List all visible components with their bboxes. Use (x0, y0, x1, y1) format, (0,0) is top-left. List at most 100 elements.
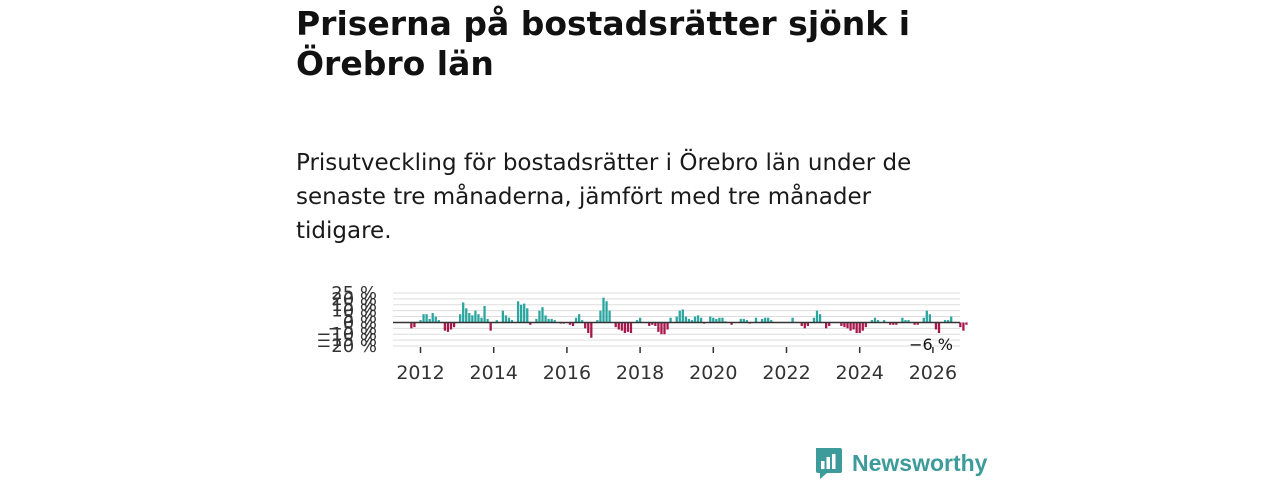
brand-name: Newsworthy (852, 449, 988, 476)
bar (681, 309, 684, 323)
bar (962, 322, 965, 331)
bar (699, 317, 703, 323)
bar (486, 318, 489, 323)
bar (510, 320, 514, 323)
bar (434, 316, 437, 323)
bar (529, 322, 532, 325)
bar (950, 316, 953, 323)
bar (443, 322, 447, 331)
y-tick-label: −5 % (328, 318, 377, 339)
x-tick-label: 2018 (616, 362, 664, 384)
bar (626, 322, 630, 332)
page-title: Priserna på bostadsrätter sjönk i Örebro… (296, 4, 911, 83)
y-tick-label: 0 % (343, 312, 377, 333)
bar (446, 322, 450, 332)
y-axis: 25 %20 %15 %10 %5 %0 %−5 %−10 %−15 %−20 … (316, 283, 377, 357)
bar (462, 302, 465, 323)
bar (873, 317, 877, 323)
bar (959, 322, 962, 328)
bar (428, 318, 431, 323)
bar (730, 322, 733, 325)
bar (541, 307, 544, 323)
bar (818, 314, 822, 323)
x-tick-label: 2020 (689, 362, 737, 384)
bar (431, 313, 434, 323)
bar (501, 310, 504, 323)
bar (855, 322, 858, 334)
y-tick-label: 25 % (331, 283, 377, 304)
bar (602, 297, 605, 323)
bar (535, 318, 538, 323)
brand-logo[interactable]: Newsworthy (814, 446, 987, 480)
bar (596, 320, 599, 323)
bar (489, 322, 492, 331)
bar (745, 320, 748, 323)
bar (913, 322, 916, 325)
x-tick-label: 2026 (909, 362, 957, 384)
bar (852, 322, 855, 330)
bar (648, 322, 651, 326)
newsworthy-chart-icon (816, 448, 842, 479)
bar (687, 318, 691, 323)
bar (907, 320, 910, 323)
bar (825, 322, 828, 329)
bar (806, 322, 809, 326)
bar (739, 318, 742, 323)
x-tick-label: 2016 (543, 362, 591, 384)
bar (742, 318, 745, 323)
bar (693, 316, 697, 323)
bar (547, 318, 550, 323)
bar (965, 322, 968, 325)
bar (574, 317, 578, 323)
bar (635, 320, 639, 323)
y-tick-label: −15 % (316, 330, 377, 351)
bar (620, 322, 623, 331)
bar (828, 322, 831, 326)
bar (770, 320, 773, 323)
bar (925, 310, 928, 323)
bar (690, 320, 694, 323)
bar (568, 322, 572, 325)
bar (623, 322, 626, 334)
bar (608, 310, 611, 323)
bar (943, 320, 947, 323)
bar (577, 314, 581, 323)
bar (581, 320, 584, 323)
bar (901, 317, 904, 323)
bar (815, 310, 819, 323)
bar (587, 322, 590, 334)
bar (599, 310, 602, 323)
bar (840, 322, 843, 326)
x-tick-label: 2024 (836, 362, 884, 384)
bar (904, 320, 907, 323)
bar (459, 314, 462, 323)
bar (660, 322, 663, 335)
bar (858, 322, 861, 334)
bar (861, 322, 864, 331)
bar (718, 317, 721, 323)
bar (928, 314, 931, 323)
x-axis: 2012 2014 2016 2018 2020 2022 2024 2026 (396, 347, 957, 384)
bar (422, 314, 425, 323)
bar (812, 317, 816, 323)
bar (934, 322, 938, 330)
bar (413, 322, 416, 328)
bar (480, 317, 483, 323)
bar (516, 301, 520, 323)
bar (477, 314, 480, 323)
bar (843, 322, 846, 328)
bar (791, 317, 794, 323)
x-tick-label: 2014 (470, 362, 518, 384)
bar (663, 322, 666, 335)
bar (715, 318, 718, 323)
bar (712, 317, 715, 323)
bar (892, 322, 895, 325)
bar (864, 322, 867, 328)
y-tick-label: 10 % (331, 301, 377, 322)
bar (617, 322, 620, 330)
bar (638, 317, 642, 323)
bar (696, 315, 700, 323)
bar (846, 322, 849, 329)
bar (922, 317, 925, 323)
bar (678, 310, 681, 323)
